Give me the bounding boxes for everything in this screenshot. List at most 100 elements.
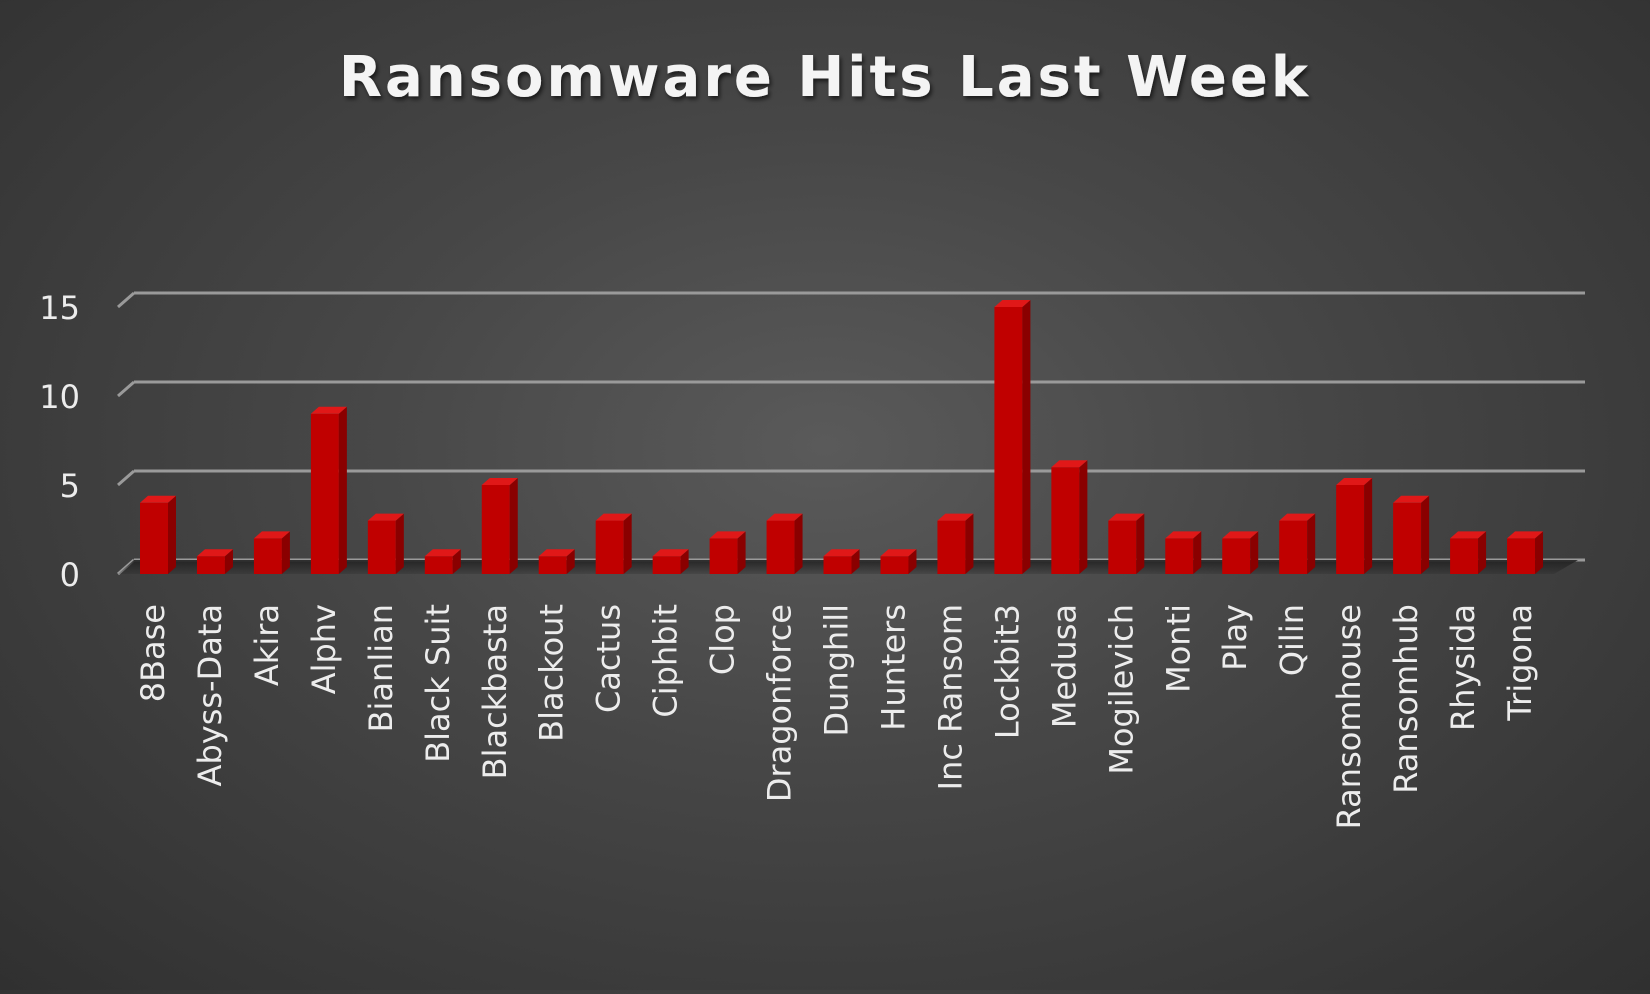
gridline-depth-tick [117, 380, 135, 398]
x-tick-label: Ransomhub [1387, 604, 1425, 794]
y-tick-label: 15 [39, 289, 80, 327]
bar-side [794, 513, 803, 574]
bar [766, 513, 803, 574]
bar-front [994, 307, 1023, 574]
x-tick-label: Qilin [1273, 604, 1311, 676]
x-tick-label: Abyss-Data [191, 604, 229, 786]
bar [595, 513, 632, 574]
bar-side [509, 478, 518, 574]
bar [1165, 531, 1202, 574]
bar-top [1279, 513, 1316, 521]
x-tick-label: Rhysida [1444, 604, 1482, 731]
bar [1336, 478, 1373, 574]
bar [880, 549, 917, 574]
bar-front [766, 520, 795, 574]
bar [196, 549, 233, 574]
bar-side [452, 549, 461, 574]
bar-side [1421, 495, 1430, 574]
x-tick-label: Cactus [590, 604, 628, 713]
bar-top [1393, 495, 1430, 503]
bar-top [709, 531, 746, 539]
bar-side [281, 531, 290, 574]
bar-side [1364, 478, 1373, 574]
x-tick-label: Inc Ransom [931, 604, 969, 790]
x-tick-label: Blackout [533, 604, 571, 742]
bar-top [1051, 460, 1088, 468]
bar [994, 300, 1031, 574]
bar-top [1222, 531, 1259, 539]
bar [1279, 513, 1316, 574]
bar-front [1393, 502, 1422, 574]
bar-side [1022, 300, 1031, 574]
x-tick-label: Play [1216, 604, 1254, 671]
bar-side [680, 549, 689, 574]
bar-side [1250, 531, 1259, 574]
bar-top [994, 300, 1031, 307]
bar-side [623, 513, 632, 574]
bar [310, 406, 347, 574]
x-tick-label: 8Base [134, 604, 172, 702]
chart-title: Ransomware Hits Last Week [339, 45, 1311, 110]
bar [937, 513, 974, 574]
y-tick-label: 5 [60, 467, 80, 505]
bar-side [737, 531, 746, 574]
bar-front [424, 556, 453, 574]
bar-front [367, 520, 396, 574]
bar-top [1108, 513, 1145, 521]
bar-front [1222, 538, 1251, 574]
bar [367, 513, 404, 574]
x-tick-label: Akira [248, 604, 286, 686]
bar-top [652, 549, 689, 557]
bar-top [481, 478, 518, 485]
bar-front [823, 556, 852, 574]
bar [1108, 513, 1145, 574]
x-tick-label: Alphv [305, 604, 343, 694]
bar [1393, 495, 1430, 574]
bar [1222, 531, 1259, 574]
gridline-depth-tick [117, 291, 135, 309]
bar-side [1535, 531, 1544, 574]
bar-side [1193, 531, 1202, 574]
x-tick-label: Bianlian [362, 604, 400, 732]
bar-front [481, 485, 510, 574]
bars [140, 300, 1544, 574]
x-tick-label: Medusa [1045, 604, 1083, 728]
bar-top [1165, 531, 1202, 539]
bar [538, 549, 575, 574]
bar-front [880, 556, 909, 574]
bar-front [1165, 538, 1194, 574]
gridline-depth-tick [117, 469, 135, 487]
bar-top [937, 513, 974, 521]
y-axis-ticks: 0 5 10 15 [39, 289, 80, 594]
bar-front [1336, 485, 1365, 574]
bar-side [1307, 513, 1316, 574]
bar-front [538, 556, 567, 574]
bar-side [224, 549, 233, 574]
bar-top [424, 549, 461, 557]
bar [709, 531, 746, 574]
bar-side [168, 495, 176, 574]
x-tick-label: Dunghill [818, 604, 856, 736]
bar [823, 549, 860, 574]
bar-top [880, 549, 917, 557]
x-tick-label: Trigona [1501, 604, 1539, 722]
bar [253, 531, 290, 574]
bar-front [1450, 538, 1479, 574]
bar-top [253, 531, 290, 539]
x-tick-label: Ransomhouse [1330, 604, 1368, 829]
bar-front [652, 556, 681, 574]
x-tick-label: Blackbasta [476, 604, 514, 779]
bar [424, 549, 461, 574]
bar-side [851, 549, 860, 574]
bar-top [367, 513, 404, 521]
bar [652, 549, 689, 574]
bar-front [310, 413, 339, 574]
bar-top [1450, 531, 1487, 539]
bar-top [766, 513, 803, 521]
x-tick-label: Ciphbit [647, 604, 685, 718]
bar-top [1336, 478, 1373, 485]
bar-front [709, 538, 738, 574]
y-tick-label: 10 [39, 378, 80, 416]
